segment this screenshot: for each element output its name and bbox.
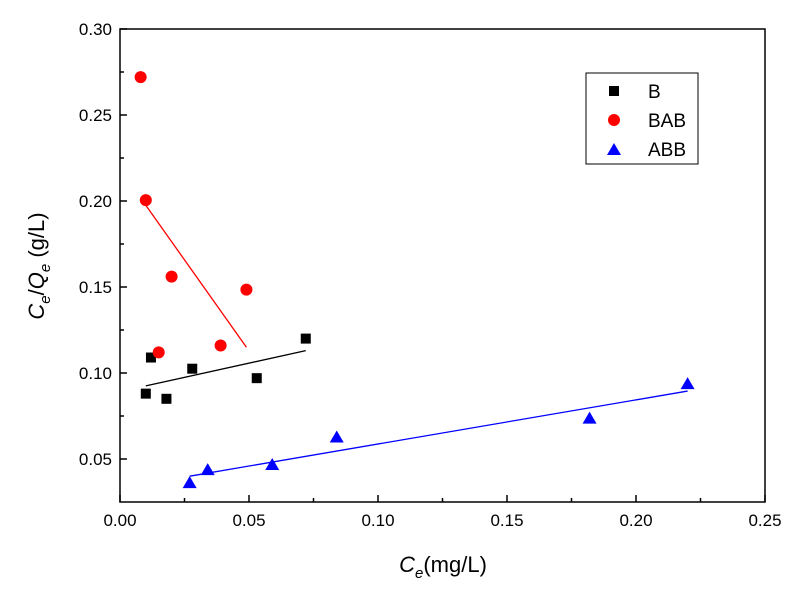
- y-axis-title-rest: (g/L): [24, 212, 49, 263]
- data-point-abb: [582, 411, 597, 424]
- fit-lines: [145, 204, 688, 477]
- x-tick-label: 0.25: [748, 511, 781, 530]
- x-axis-title-sub: e: [415, 565, 423, 582]
- data-point-b: [145, 352, 156, 363]
- legend: B BAB ABB: [585, 72, 699, 165]
- y-axis-title-sub2: e: [37, 264, 54, 272]
- legend-label-b: B: [648, 82, 661, 103]
- data-point-bab: [139, 194, 152, 207]
- data-point-abb: [329, 430, 344, 443]
- data-point-b: [251, 373, 262, 384]
- x-tick-label: 0.15: [490, 511, 523, 530]
- y-tick-label: 0.20: [79, 192, 112, 211]
- x-tick-label: 0.10: [361, 511, 394, 530]
- data-point-bab: [152, 346, 165, 359]
- data-point-abb: [182, 476, 197, 489]
- legend-label-abb: ABB: [648, 140, 686, 161]
- y-tick-label: 0.05: [79, 450, 112, 469]
- data-point-b: [161, 393, 172, 404]
- y-axis-title-q: Q: [24, 272, 49, 289]
- data-point-b: [187, 363, 198, 374]
- x-tick-label: 0.05: [232, 511, 265, 530]
- data-point-b: [140, 388, 151, 399]
- fit-line-abb: [189, 390, 688, 477]
- data-point-bab: [240, 283, 253, 296]
- data-point-abb: [680, 377, 695, 390]
- y-axis-title-sub1: e: [37, 295, 54, 303]
- data-point-abb: [265, 458, 280, 471]
- y-axis-ticks: 0.05 0.10 0.15 0.20 0.25 0.30: [79, 20, 127, 469]
- data-points: [134, 71, 695, 489]
- legend-marker-abb: [607, 143, 621, 155]
- y-tick-label: 0.10: [79, 364, 112, 383]
- y-axis-title: Ce/Qe (g/L): [24, 212, 54, 319]
- x-axis-title: Ce(mg/L): [399, 552, 487, 582]
- data-point-abb: [200, 463, 215, 476]
- x-tick-label: 0.20: [619, 511, 652, 530]
- data-point-b: [300, 333, 311, 344]
- legend-marker-bab: [608, 114, 620, 126]
- data-point-bab: [165, 270, 178, 283]
- legend-box: [585, 72, 699, 165]
- legend-label-bab: BAB: [648, 111, 686, 132]
- fit-line-b: [145, 350, 306, 387]
- fit-line-bab: [145, 204, 247, 348]
- data-point-bab: [214, 339, 227, 352]
- y-tick-label: 0.15: [79, 278, 112, 297]
- y-tick-label: 0.25: [79, 106, 112, 125]
- legend-marker-b: [609, 86, 619, 96]
- y-tick-label: 0.30: [79, 20, 112, 39]
- y-axis-title-slash: /: [24, 288, 49, 295]
- x-axis-title-base: C: [399, 552, 415, 577]
- x-tick-label: 0.00: [103, 511, 136, 530]
- x-axis-title-rest: (mg/L): [423, 552, 487, 577]
- y-axis-title-c: C: [24, 304, 49, 320]
- data-point-bab: [134, 71, 147, 84]
- x-axis-ticks: 0.00 0.05 0.10 0.15 0.20 0.25: [103, 495, 782, 530]
